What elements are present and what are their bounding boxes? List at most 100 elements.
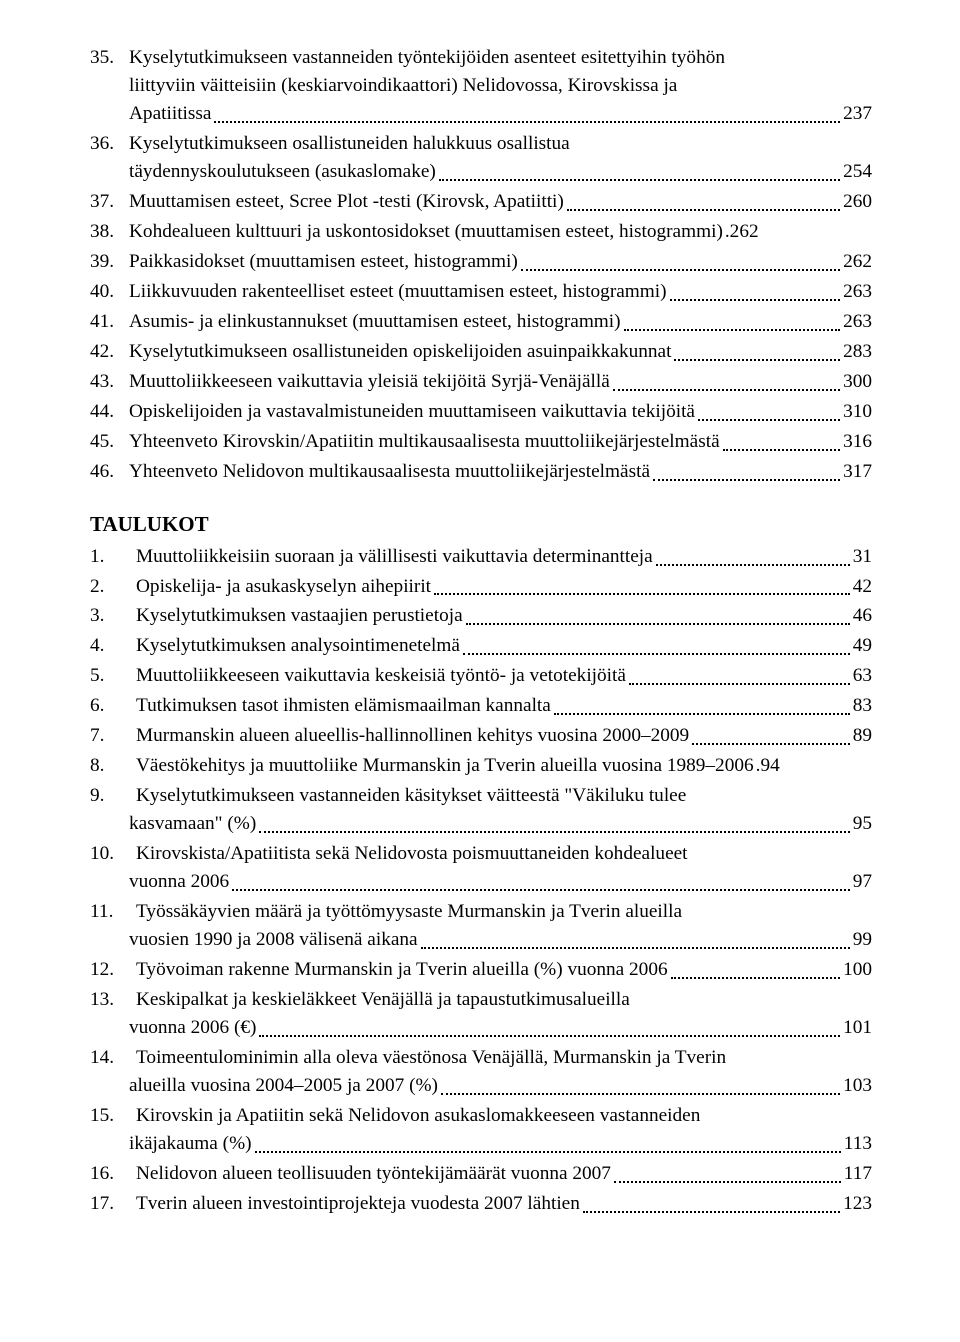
- toc-leader-dots: [653, 479, 840, 481]
- toc-entry: 6.Tutkimuksen tasot ihmisten elämismaail…: [90, 692, 872, 720]
- toc-entry: 42.Kyselytutkimukseen osallistuneiden op…: [90, 338, 872, 366]
- toc-entry-number: 4.: [90, 632, 136, 660]
- toc-leader-dots: [567, 209, 840, 211]
- toc-leader-dots: [624, 329, 840, 331]
- toc-entry-number: 3.: [90, 602, 136, 630]
- toc-entry-text: Keskipalkat ja keskieläkkeet Venäjällä j…: [136, 986, 630, 1014]
- toc-entry-page: 316: [843, 428, 872, 456]
- toc-entry-page: 99: [853, 926, 872, 954]
- toc-entry-text: vuosien 1990 ja 2008 välisenä aikana: [129, 926, 418, 954]
- toc-leader-dots: [421, 947, 850, 949]
- toc-entry-number: 12.: [90, 956, 136, 984]
- toc-entry-page: 260: [843, 188, 872, 216]
- toc-entry-text: Muuttoliikkeisiin suoraan ja välillisest…: [136, 543, 653, 571]
- toc-entry-text: kasvamaan" (%): [129, 810, 256, 838]
- toc-entry-text: Toimeentulominimin alla oleva väestönosa…: [136, 1044, 726, 1072]
- toc-entry-number: 43.: [90, 368, 129, 396]
- toc-leader-dots: [521, 269, 840, 271]
- toc-entry-page: 97: [853, 868, 872, 896]
- toc-entry-page: 254: [843, 158, 872, 186]
- toc-entry-number: 2.: [90, 573, 136, 601]
- toc-entry-text: Opiskelijoiden ja vastavalmistuneiden mu…: [129, 398, 695, 426]
- toc-entry: 10.Kirovskista/Apatiitista sekä Nelidovo…: [90, 840, 872, 896]
- toc-entry-continuation: liittyviin väitteisiin (keskiarvoindikaa…: [90, 72, 872, 100]
- toc-entry: 8.Väestökehitys ja muuttoliike Murmanski…: [90, 752, 872, 780]
- toc-leader-dots: [614, 1181, 841, 1183]
- toc-entry-page: 113: [844, 1130, 872, 1158]
- toc-entry-text: Väestökehitys ja muuttoliike Murmanskin …: [136, 752, 754, 780]
- toc-entry-text: Muuttamisen esteet, Scree Plot -testi (K…: [129, 188, 564, 216]
- toc-leader-dots: [232, 889, 850, 891]
- toc-entry: 41.Asumis- ja elinkustannukset (muuttami…: [90, 308, 872, 336]
- toc-entry-number: 44.: [90, 398, 129, 426]
- tables-list: 1.Muuttoliikkeisiin suoraan ja välillise…: [90, 543, 872, 1218]
- toc-entry-text: Kyselytutkimuksen analysointimenetelmä: [136, 632, 460, 660]
- toc-entry-text: Paikkasidokset (muuttamisen esteet, hist…: [129, 248, 518, 276]
- toc-leader-dots: [629, 683, 850, 685]
- toc-entry: 1.Muuttoliikkeisiin suoraan ja välillise…: [90, 543, 872, 571]
- toc-entry-page: 317: [843, 458, 872, 486]
- toc-entry: 16.Nelidovon alueen teollisuuden työntek…: [90, 1160, 872, 1188]
- toc-entry: 12.Työvoiman rakenne Murmanskin ja Tveri…: [90, 956, 872, 984]
- toc-entry: 2.Opiskelija- ja asukaskyselyn aihepiiri…: [90, 573, 872, 601]
- toc-entry-text: Kyselytutkimuksen vastaajien perustietoj…: [136, 602, 463, 630]
- toc-entry-page: 42: [853, 573, 872, 601]
- toc-entry-number: 14.: [90, 1044, 136, 1072]
- toc-entry-text: Murmanskin alueen alueellis-hallinnollin…: [136, 722, 689, 750]
- toc-entry-page: 101: [843, 1014, 872, 1042]
- toc-entry-page: 89: [853, 722, 872, 750]
- toc-entry-page: 103: [843, 1072, 872, 1100]
- toc-entry-page: 63: [853, 662, 872, 690]
- toc-entry-text: Kyselytutkimukseen vastanneiden käsityks…: [136, 782, 686, 810]
- toc-leader-dots: [674, 359, 840, 361]
- toc-entry-text: Kyselytutkimukseen vastanneiden työnteki…: [129, 44, 725, 72]
- toc-entry-page: 263: [843, 308, 872, 336]
- toc-leader-dots: [214, 121, 840, 123]
- toc-entry: 36.Kyselytutkimukseen osallistuneiden ha…: [90, 130, 872, 186]
- toc-leader-dots: [670, 299, 841, 301]
- toc-entry: 44.Opiskelijoiden ja vastavalmistuneiden…: [90, 398, 872, 426]
- toc-entry-text: Nelidovon alueen teollisuuden työntekijä…: [136, 1160, 611, 1188]
- toc-entry: 3.Kyselytutkimuksen vastaajien perustiet…: [90, 602, 872, 630]
- toc-leader-dots: [259, 1035, 840, 1037]
- toc-entry-text: vuonna 2006 (€): [129, 1014, 256, 1042]
- toc-leader-dots: [723, 449, 840, 451]
- toc-entry-text: Muuttoliikkeeseen vaikuttavia yleisiä te…: [129, 368, 610, 396]
- toc-entry-page: 283: [843, 338, 872, 366]
- toc-entry: 45.Yhteenveto Kirovskin/Apatiitin multik…: [90, 428, 872, 456]
- toc-entry: 46.Yhteenveto Nelidovon multikausaalises…: [90, 458, 872, 486]
- toc-entry: 37.Muuttamisen esteet, Scree Plot -testi…: [90, 188, 872, 216]
- toc-entry-number: 10.: [90, 840, 136, 868]
- toc-entry-number: 6.: [90, 692, 136, 720]
- toc-leader-dots: [583, 1211, 840, 1213]
- toc-entry-text: ikäjakauma (%): [129, 1130, 252, 1158]
- toc-entry-text: Kyselytutkimukseen osallistuneiden opisk…: [129, 338, 671, 366]
- toc-entry-page: 310: [843, 398, 872, 426]
- toc-entry: 5.Muuttoliikkeeseen vaikuttavia keskeisi…: [90, 662, 872, 690]
- toc-entry-number: 38.: [90, 218, 129, 246]
- toc-entry: 40.Liikkuvuuden rakenteelliset esteet (m…: [90, 278, 872, 306]
- toc-entry: 39.Paikkasidokset (muuttamisen esteet, h…: [90, 248, 872, 276]
- toc-entry-text: Kirovskin ja Apatiitin sekä Nelidovon as…: [136, 1102, 700, 1130]
- toc-entry-number: 17.: [90, 1190, 136, 1218]
- toc-entry-number: 1.: [90, 543, 136, 571]
- toc-entry: 43.Muuttoliikkeeseen vaikuttavia yleisiä…: [90, 368, 872, 396]
- toc-entry: 11.Työssäkäyvien määrä ja työttömyysaste…: [90, 898, 872, 954]
- toc-leader-dots: [554, 713, 850, 715]
- toc-entry-text: Kirovskista/Apatiitista sekä Nelidovosta…: [136, 840, 688, 868]
- toc-entry-number: 42.: [90, 338, 129, 366]
- toc-entry-text: Yhteenveto Nelidovon multikausaalisesta …: [129, 458, 650, 486]
- toc-entry-page: 123: [843, 1190, 872, 1218]
- toc-entry-page: 83: [853, 692, 872, 720]
- toc-entry-page: .262: [725, 218, 759, 246]
- toc-entry-text: vuonna 2006: [129, 868, 229, 896]
- toc-entry-text: Yhteenveto Kirovskin/Apatiitin multikaus…: [129, 428, 720, 456]
- toc-entry-page: 100: [843, 956, 872, 984]
- toc-entry-text: Asumis- ja elinkustannukset (muuttamisen…: [129, 308, 621, 336]
- toc-entry-text: Työvoiman rakenne Murmanskin ja Tverin a…: [136, 956, 668, 984]
- toc-entry-page: 46: [853, 602, 872, 630]
- toc-entry: 35.Kyselytutkimukseen vastanneiden työnt…: [90, 44, 872, 128]
- toc-entry: 17.Tverin alueen investointiprojekteja v…: [90, 1190, 872, 1218]
- toc-entry: 14.Toimeentulominimin alla oleva väestön…: [90, 1044, 872, 1100]
- toc-entry-text: Kyselytutkimukseen osallistuneiden haluk…: [129, 130, 570, 158]
